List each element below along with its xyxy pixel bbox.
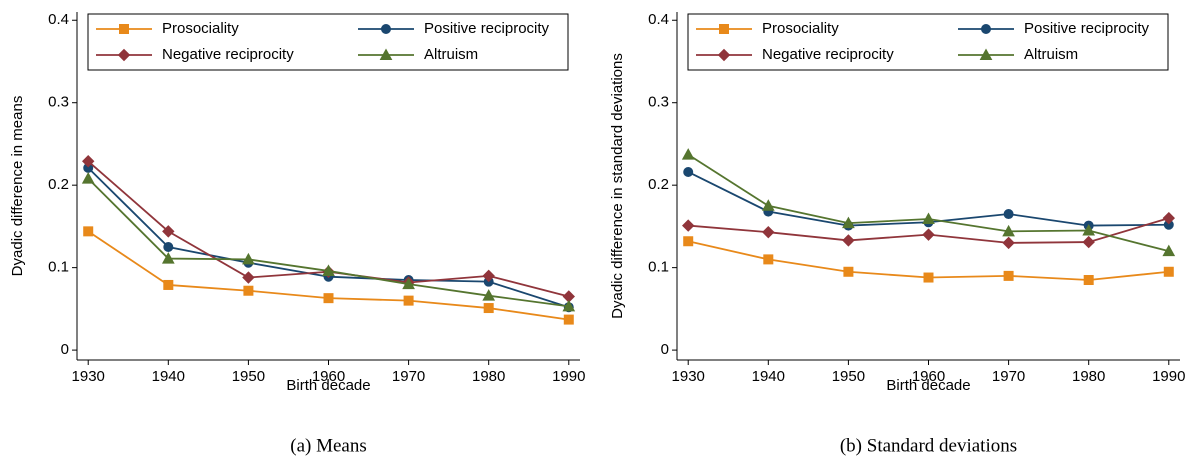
marker xyxy=(482,269,495,283)
marker xyxy=(242,271,255,284)
y-tick-label: 0.3 xyxy=(648,94,669,111)
marker xyxy=(82,155,95,168)
marker xyxy=(1002,236,1015,250)
y-tick-label: 0 xyxy=(61,341,69,358)
marker xyxy=(163,242,174,253)
marker xyxy=(117,48,131,62)
x-tick-label: 1970 xyxy=(392,368,425,385)
x-tick-label: 1990 xyxy=(1152,368,1185,385)
legend-box xyxy=(687,13,1169,71)
x-tick-label: 1960 xyxy=(312,368,345,385)
marker xyxy=(322,264,335,276)
marker xyxy=(482,289,496,301)
marker xyxy=(161,252,175,264)
marker xyxy=(1082,223,1096,236)
legend-label: Positive reciprocity xyxy=(424,20,550,37)
y-tick-label: 0.2 xyxy=(648,176,669,193)
series-line xyxy=(87,177,569,308)
y-tick-label: 0.1 xyxy=(48,259,69,276)
x-tick-label: 1980 xyxy=(472,368,505,385)
marker xyxy=(483,303,494,314)
series-line xyxy=(87,167,570,309)
legend-label: Prosociality xyxy=(762,20,839,37)
chart: 0 0.1 0.2 0.3 0.4 1930 1940 1950 1960 1970 1980 199… xyxy=(609,11,1186,456)
x-tick-label: 1930 xyxy=(672,368,705,385)
x-tick-label: 1940 xyxy=(752,368,785,385)
marker xyxy=(403,295,414,306)
marker xyxy=(83,226,94,237)
x-tick-label: 1990 xyxy=(552,368,585,385)
marker xyxy=(1163,266,1174,277)
y-tick-label: 0.4 xyxy=(648,11,669,28)
marker xyxy=(842,216,855,229)
marker xyxy=(1002,224,1015,237)
legend-label: Positive reciprocity xyxy=(1024,20,1150,37)
x-tick-label: 1960 xyxy=(912,368,945,385)
x-axis-label: Birth decade xyxy=(886,377,970,394)
marker xyxy=(243,285,254,296)
y-tick-label: 0.3 xyxy=(48,94,69,111)
marker xyxy=(981,24,991,34)
marker xyxy=(381,24,391,34)
marker xyxy=(1083,275,1094,286)
marker xyxy=(323,293,334,304)
marker xyxy=(119,24,129,34)
x-tick-label: 1940 xyxy=(152,368,185,385)
x-tick-label: 1950 xyxy=(232,368,265,385)
marker xyxy=(922,212,935,224)
marker xyxy=(81,172,95,184)
marker xyxy=(162,225,175,238)
marker xyxy=(682,219,695,232)
chart: 0 0.1 0.2 0.3 0.4 1930 1940 1950 1960 1970 1980 199… xyxy=(9,11,586,456)
marker xyxy=(379,48,393,60)
x-tick-label: 1970 xyxy=(992,368,1025,385)
marker xyxy=(979,48,993,60)
legend-box xyxy=(87,13,569,71)
y-axis-label: Dyadic difference in means xyxy=(9,96,26,277)
marker xyxy=(562,299,576,312)
marker xyxy=(1003,209,1014,220)
marker xyxy=(1082,235,1095,249)
y-tick-label: 0.4 xyxy=(48,11,69,28)
marker xyxy=(923,272,934,283)
legend-label: Altruism xyxy=(424,46,478,63)
marker xyxy=(761,199,775,211)
legend-label: Negative reciprocity xyxy=(162,46,294,63)
marker xyxy=(563,314,574,325)
caption: (a) Means xyxy=(290,435,367,456)
marker xyxy=(717,48,731,62)
y-tick-label: 0 xyxy=(661,341,669,358)
marker xyxy=(163,279,174,290)
caption: (b) Standard deviations xyxy=(840,435,1017,456)
marker xyxy=(842,234,855,247)
y-tick-label: 0.2 xyxy=(48,176,69,193)
marker xyxy=(683,166,694,177)
legend-label: Negative reciprocity xyxy=(762,46,894,63)
marker xyxy=(402,277,415,290)
marker xyxy=(1162,211,1175,225)
x-tick-label: 1950 xyxy=(832,368,865,385)
y-tick-label: 0.1 xyxy=(648,259,669,276)
x-tick-label: 1930 xyxy=(72,368,105,385)
marker xyxy=(843,266,854,277)
marker xyxy=(763,254,774,265)
marker xyxy=(242,252,255,265)
marker xyxy=(681,148,695,160)
marker xyxy=(683,236,694,247)
marker xyxy=(1162,244,1176,257)
x-axis-label: Birth decade xyxy=(286,377,370,394)
marker xyxy=(719,24,729,34)
y-axis-label: Dyadic difference in standard deviations xyxy=(609,53,626,319)
x-tick-label: 1980 xyxy=(1072,368,1105,385)
marker xyxy=(922,228,935,241)
marker xyxy=(1003,270,1014,281)
marker xyxy=(762,225,775,239)
legend-label: Altruism xyxy=(1024,46,1078,63)
legend-label: Prosociality xyxy=(162,20,239,37)
